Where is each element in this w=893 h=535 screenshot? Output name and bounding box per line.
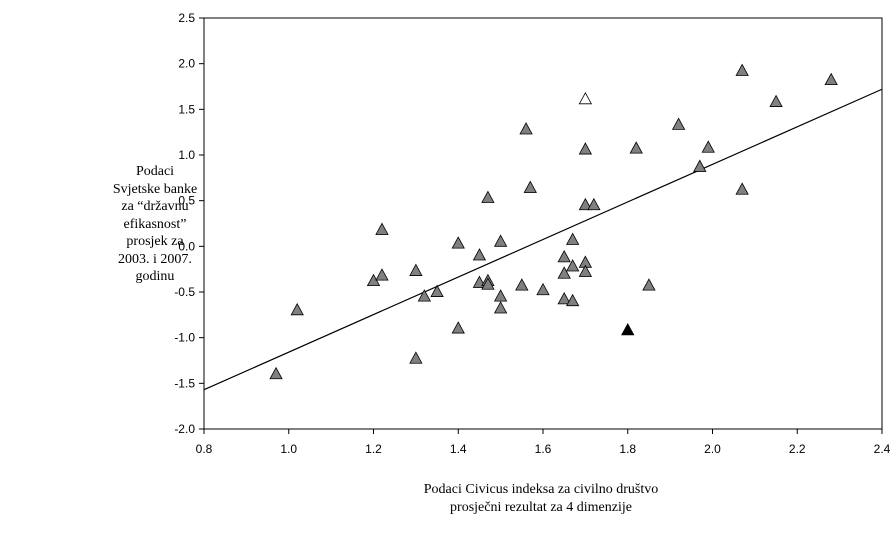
- y-tick-label: -1.0: [174, 331, 195, 345]
- y-tick-label: -1.5: [174, 376, 195, 390]
- x-tick-label: 1.0: [280, 442, 297, 456]
- y-tick-label: 1.5: [178, 102, 195, 116]
- y-axis-label-line: 2003. i 2007.: [118, 251, 192, 267]
- data-point-triangle-grey: [565, 259, 580, 272]
- data-point-triangle-grey: [409, 263, 423, 276]
- x-tick-label: 1.4: [450, 442, 467, 456]
- x-tick-label: 1.8: [619, 442, 636, 456]
- y-tick-label: 2.0: [178, 57, 195, 71]
- y-axis-label-line: prosjek za: [126, 234, 184, 249]
- data-point-triangle-grey: [565, 293, 580, 307]
- x-tick-label: 1.6: [535, 442, 552, 456]
- data-point-triangle-grey: [565, 232, 580, 245]
- y-tick-label: 2.5: [178, 11, 195, 25]
- x-tick-label: 1.2: [365, 442, 382, 456]
- data-point-triangle-grey: [693, 159, 707, 172]
- data-point-triangle-grey: [735, 63, 749, 76]
- y-axis-label: Podaci Svjetske banke za “državnu efikas…: [108, 163, 202, 286]
- data-point-triangle-grey: [515, 278, 529, 291]
- data-point-triangle-grey: [519, 122, 533, 135]
- trend-line: [203, 88, 883, 391]
- data-point-triangle-grey: [642, 278, 656, 291]
- x-tick-label: 2.0: [704, 442, 721, 456]
- data-point-triangle-grey: [269, 366, 283, 380]
- data-point-triangle-grey: [578, 142, 593, 155]
- data-point-triangle-grey: [430, 284, 444, 297]
- data-point-triangle-grey: [824, 72, 838, 86]
- y-tick-label: -2.0: [174, 422, 195, 436]
- data-point-triangle-grey: [536, 282, 550, 296]
- data-point-triangle-open: [578, 91, 593, 105]
- data-point-triangle-black: [621, 323, 635, 336]
- data-point-triangle-grey: [587, 197, 601, 211]
- data-point-triangle-grey: [557, 249, 571, 263]
- x-tick-label: 0.8: [196, 442, 213, 456]
- x-axis-label-line: Podaci Civicus indeksa za civilno društv…: [423, 482, 659, 497]
- y-tick-label: -0.5: [174, 285, 195, 299]
- y-axis-label-line: efikasnost”: [123, 216, 187, 232]
- data-point-triangle-grey: [578, 197, 593, 211]
- data-point-triangle-grey: [481, 190, 495, 203]
- data-point-triangle-grey: [493, 234, 508, 247]
- data-point-triangle-grey: [375, 222, 389, 235]
- data-point-triangle-grey: [472, 248, 487, 261]
- data-point-triangle-grey: [493, 301, 508, 314]
- data-point-triangle-grey: [375, 268, 389, 281]
- y-tick-label: 0.5: [178, 194, 195, 208]
- x-tick-label: 2.2: [789, 442, 806, 456]
- data-point-triangle-grey: [735, 182, 749, 195]
- y-axis-label-line: Svjetske banke: [112, 181, 198, 197]
- data-point-triangle-grey: [578, 264, 593, 277]
- data-point-triangle-grey: [290, 302, 304, 316]
- x-tick-label: 2.4: [874, 442, 891, 456]
- data-point-triangle-grey: [481, 277, 495, 290]
- x-axis-label-line: prosječni rezultat za 4 dimenzije: [450, 500, 632, 515]
- data-point-triangle-grey: [451, 321, 465, 334]
- x-axis-label: Podaci Civicus indeksa za civilno društv…: [200, 481, 882, 517]
- plot-area-frame: [203, 17, 883, 430]
- y-tick-label: 0.0: [178, 239, 195, 253]
- data-point-triangle-grey: [701, 140, 715, 153]
- y-axis-label-line: za “državnu: [121, 199, 189, 214]
- data-point-triangle-grey: [409, 351, 423, 364]
- y-axis-label-line: Podaci: [135, 164, 175, 179]
- data-point-triangle-grey: [417, 289, 432, 302]
- data-point-triangle-grey: [769, 94, 783, 107]
- data-point-triangle-grey: [451, 236, 465, 249]
- data-point-triangle-grey: [671, 117, 686, 130]
- data-point-triangle-grey: [557, 266, 571, 279]
- y-tick-label: 1.0: [178, 148, 195, 162]
- y-axis-label-line: godinu: [135, 269, 175, 284]
- data-point-triangle-grey: [557, 291, 571, 305]
- data-point-triangle-grey: [523, 180, 537, 193]
- data-point-triangle-grey: [493, 289, 508, 302]
- data-point-triangle-grey: [629, 141, 643, 154]
